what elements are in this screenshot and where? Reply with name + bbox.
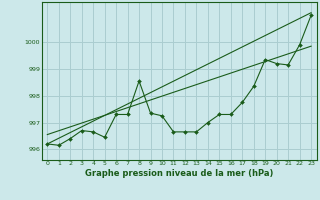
X-axis label: Graphe pression niveau de la mer (hPa): Graphe pression niveau de la mer (hPa) <box>85 169 273 178</box>
